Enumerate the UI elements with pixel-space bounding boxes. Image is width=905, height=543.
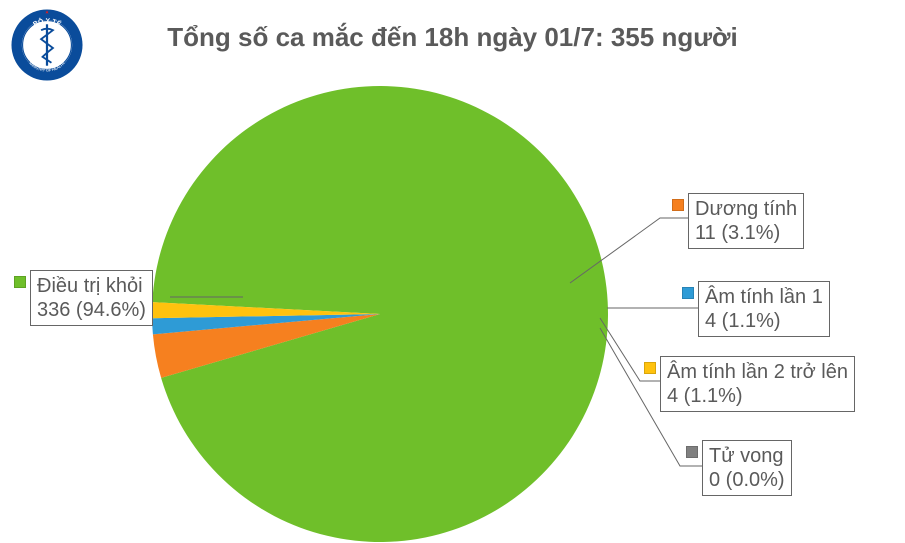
callout-cured: Điều trị khỏi336 (94.6%)	[30, 270, 153, 326]
callout-neg2-value: 4 (1.1%)	[667, 385, 743, 407]
swatch-death-icon	[686, 446, 698, 458]
callout-death-value: 0 (0.0%)	[709, 469, 785, 491]
callout-death-label: Tử vong	[709, 445, 784, 467]
swatch-neg1-icon	[682, 287, 694, 299]
callout-neg1-label: Âm tính lần 1	[705, 286, 823, 308]
callout-death: Tử vong0 (0.0%)	[702, 440, 792, 496]
callout-positive: Dương tính11 (3.1%)	[688, 193, 804, 249]
swatch-neg2-icon	[644, 362, 656, 374]
callout-positive-value: 11 (3.1%)	[695, 222, 780, 244]
callout-cured-label: Điều trị khỏi	[37, 275, 143, 297]
swatch-positive-icon	[672, 199, 684, 211]
callout-neg2: Âm tính lần 2 trở lên4 (1.1%)	[660, 356, 855, 412]
callout-neg2-label: Âm tính lần 2 trở lên	[667, 361, 848, 383]
callout-cured-value: 336 (94.6%)	[37, 299, 146, 321]
swatch-cured-icon	[14, 276, 26, 288]
callout-neg1-value: 4 (1.1%)	[705, 310, 781, 332]
callout-neg1: Âm tính lần 14 (1.1%)	[698, 281, 830, 337]
callout-positive-label: Dương tính	[695, 198, 797, 220]
